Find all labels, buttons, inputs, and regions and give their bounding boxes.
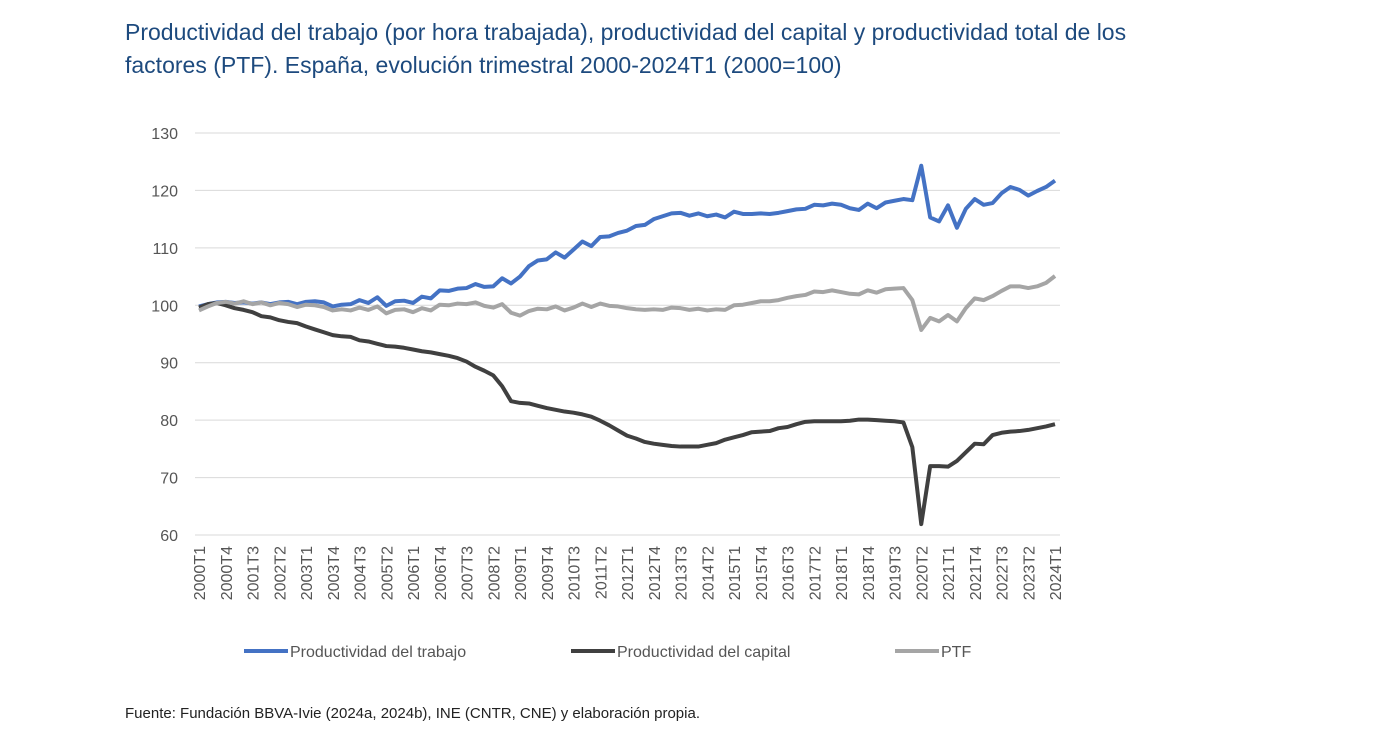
- x-tick-label: 2010T3: [567, 546, 584, 600]
- x-tick-label: 2005T2: [379, 546, 396, 600]
- x-tick-label: 2009T1: [513, 546, 530, 600]
- x-tick-label: 2004T3: [353, 546, 370, 600]
- y-tick-label: 90: [160, 356, 178, 373]
- y-tick-label: 80: [160, 413, 178, 430]
- x-tick-label: 2001T3: [246, 546, 263, 600]
- x-tick-label: 2016T3: [781, 546, 798, 600]
- x-tick-label: 2003T4: [326, 546, 343, 600]
- series-line: [198, 274, 1057, 332]
- x-tick-label: 2018T1: [834, 546, 851, 600]
- x-tick-label: 2015T4: [754, 546, 771, 600]
- x-tick-label: 2000T1: [192, 546, 209, 600]
- x-tick-label: 2014T2: [700, 546, 717, 600]
- series-line: [198, 163, 1057, 309]
- x-tick-label: 2018T4: [861, 546, 878, 600]
- legend-label: Productividad del capital: [617, 644, 790, 661]
- legend-label: Productividad del trabajo: [290, 644, 466, 661]
- series-line: [198, 300, 1056, 527]
- x-tick-label: 2017T2: [807, 546, 824, 600]
- x-tick-label: 2011T2: [593, 546, 610, 599]
- legend-label: PTF: [941, 644, 971, 661]
- x-tick-label: 2022T3: [995, 546, 1012, 600]
- x-tick-label: 2006T1: [406, 546, 423, 600]
- x-tick-label: 2000T4: [219, 546, 236, 600]
- y-tick-label: 100: [151, 298, 178, 315]
- x-tick-label: 2006T4: [433, 546, 450, 600]
- x-tick-label: 2002T2: [272, 546, 289, 600]
- y-tick-label: 60: [160, 528, 178, 545]
- x-tick-label: 2013T3: [674, 546, 691, 600]
- y-tick-label: 110: [152, 241, 178, 258]
- x-tick-label: 2012T1: [620, 546, 637, 600]
- x-tick-label: 2021T4: [968, 546, 985, 600]
- y-tick-label: 130: [151, 126, 178, 143]
- y-tick-label: 70: [160, 471, 178, 488]
- x-tick-label: 2020T2: [914, 546, 931, 600]
- x-tick-label: 2008T2: [486, 546, 503, 600]
- y-tick-label: 120: [151, 183, 178, 200]
- x-tick-label: 2023T2: [1021, 546, 1038, 600]
- x-tick-label: 2012T4: [647, 546, 664, 600]
- x-tick-label: 2015T1: [727, 546, 744, 600]
- x-tick-label: 2009T4: [540, 546, 557, 600]
- source-note: Fuente: Fundación BBVA-Ivie (2024a, 2024…: [125, 705, 700, 722]
- x-tick-label: 2024T1: [1048, 546, 1065, 600]
- x-tick-label: 2019T3: [888, 546, 905, 600]
- x-tick-label: 2003T1: [299, 546, 316, 600]
- x-tick-label: 2021T1: [941, 546, 958, 600]
- chart-title: Productividad del trabajo (por hora trab…: [125, 19, 1127, 78]
- x-tick-label: 2007T3: [460, 546, 477, 600]
